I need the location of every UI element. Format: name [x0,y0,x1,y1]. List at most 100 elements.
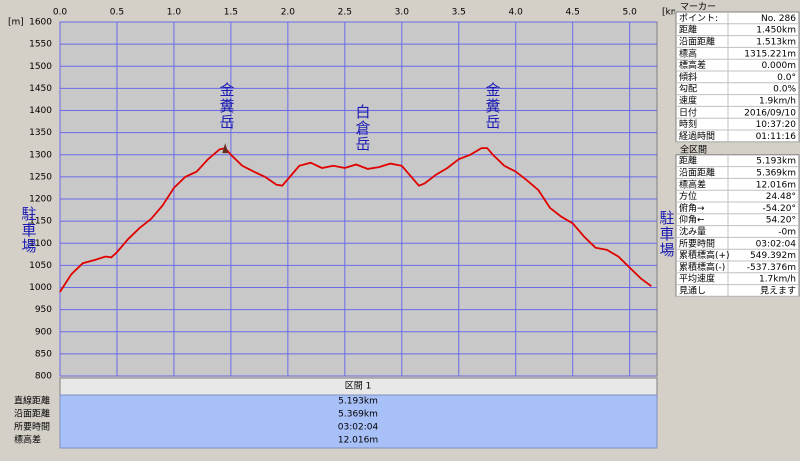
row-value: 10:37:20 [756,120,797,130]
section-label: 沿面距離 [14,408,50,420]
section-label: 直線距離 [14,395,50,407]
y-tick-label: 1600 [29,18,52,28]
row-value: -537.376m [747,263,796,273]
row-value: 2016/09/10 [744,108,796,118]
row-label: 距離 [679,155,697,167]
row-value: 見えます [760,286,796,297]
panel-header [676,143,800,155]
x-tick-label: 2.5 [338,8,352,18]
row-value: 1.450km [756,26,796,36]
row-value: No. 286 [761,14,796,24]
row-label: 所要時間 [679,238,715,249]
section-title: 区間 1 [345,381,372,392]
y-tick-label: 1550 [29,40,52,50]
row-label: 距離 [679,24,697,36]
y-tick-label: 1100 [29,239,52,249]
y-tick-label: 1050 [29,261,52,271]
section-value: 5.193km [338,397,378,407]
row-label: 俯角→ [679,202,705,214]
y-tick-label: 950 [35,305,52,315]
row-label: 傾斜 [679,71,697,83]
row-value: 549.392m [750,251,796,261]
row-value: 5.193km [756,157,796,167]
row-label: 沿面距離 [679,36,715,48]
y-tick-label: 1400 [29,106,52,116]
row-value: 54.20° [766,216,796,226]
x-tick-label: 4.5 [566,8,580,18]
row-label: ポイント: [679,13,718,24]
y-tick-label: 1450 [29,84,52,94]
row-label: 沿面距離 [679,167,715,179]
x-tick-label: 2.0 [281,8,296,18]
row-value: 24.48° [766,192,796,202]
row-value: -0m [778,228,796,238]
annotation: 金糞岳 [484,82,502,130]
row-label: 累積標高(-) [679,261,725,273]
row-label: 日付 [679,107,697,118]
x-tick-label: 1.0 [167,8,182,18]
row-label: 勾配 [679,83,697,95]
row-value: 12.016m [756,180,796,190]
panel-body [675,11,800,143]
section-value: 5.369km [338,410,378,420]
x-tick-label: 0.5 [110,8,124,18]
row-value: 1.513km [756,38,796,48]
y-tick-label: 900 [35,327,52,337]
section-label: 標高差 [14,434,41,446]
annotation: 駐車場 [658,210,676,258]
x-tick-label: 5.0 [622,8,637,18]
row-value: 0.000m [761,61,796,71]
row-value: 0.0° [777,73,796,83]
marker-icon [222,143,229,154]
content: 800 850 900 950 1000 1050 1100 1150 1200 1250 1300… [14,1,800,446]
row-label: 見通し [679,286,706,297]
annotation: 金糞岳 [218,82,236,130]
row-label: 沈み量 [679,226,706,238]
row-label: 標高差 [679,59,706,71]
panel-title: 全区間 [680,143,707,155]
x-unit: [km] [662,8,683,18]
row-label: 標高差 [679,178,706,190]
y-tick-label: 1000 [29,283,52,293]
y-tick-label: 1350 [29,128,52,138]
y-unit: [m] [8,18,24,28]
row-label: 標高 [679,47,697,59]
row-value: 1.9km/h [759,97,796,107]
row-value: -54.20° [762,204,796,214]
y-tick-label: 1500 [29,62,52,72]
panel-header [676,1,800,12]
section-value: 12.016m [338,436,378,446]
section-value: 03:02:04 [338,423,379,433]
y-tick-label: 1150 [29,217,52,227]
row-label: 経過時間 [679,130,715,142]
row-label: 仰角← [679,214,705,226]
y-tick-label: 850 [35,349,52,359]
row-value: 0.0% [773,85,796,95]
row-label: 平均速度 [679,273,715,285]
row-value: 01:11:16 [756,132,797,142]
row-value: 5.369km [756,169,796,179]
y-tick-label: 1300 [29,150,52,160]
row-label: 時刻 [679,118,697,130]
panel-title: マーカー [680,2,716,13]
section-body [59,394,658,449]
row-label: 速度 [679,95,697,107]
x-tick-label: 4.0 [509,8,524,18]
x-tick-label: 3.0 [395,8,410,18]
x-tick-label: 3.5 [452,8,466,18]
y-tick-label: 1200 [29,195,52,205]
row-value: 1315.221m [744,49,796,59]
y-tick-label: 1250 [29,172,52,182]
x-tick-label: 1.5 [224,8,238,18]
row-value: 1.7km/h [759,275,796,285]
row-label: 累積標高(+) [679,249,730,261]
x-tick-label: 0.0 [53,8,68,18]
row-value: 03:02:04 [756,239,797,249]
section-label: 所要時間 [14,422,50,433]
elevation-line [59,147,652,293]
annotation: 駐車場 [20,206,38,254]
row-label: 方位 [679,190,697,202]
annotation: 白倉岳 [354,104,372,152]
